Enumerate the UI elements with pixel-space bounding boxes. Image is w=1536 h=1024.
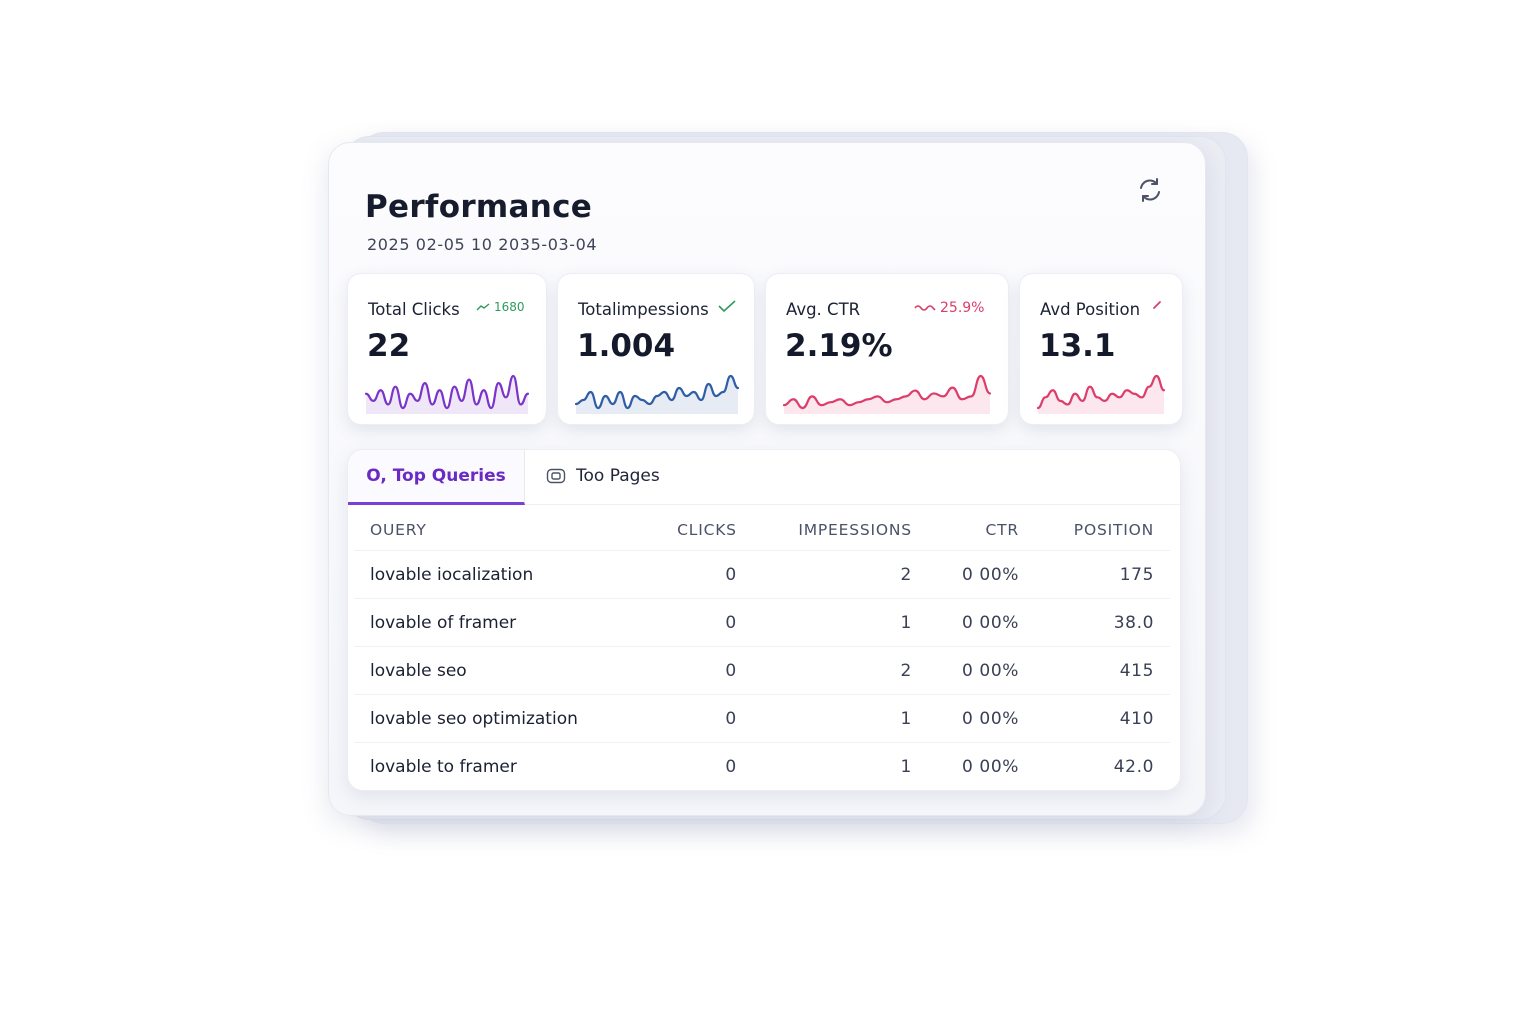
kpi-card-avg-ctr[interactable]: Avg. CTR 25.9% 2.19% — [765, 273, 1009, 425]
trend-up-icon — [476, 303, 490, 311]
sparkline-chart — [1036, 374, 1166, 414]
kpi-value: 2.19% — [785, 328, 893, 364]
tab-label: O, Top Queries — [366, 466, 506, 486]
kpi-label: Avd Position — [1040, 300, 1141, 319]
page-icon — [546, 468, 566, 484]
cell-impressions: 1 — [752, 694, 928, 743]
cell-position: 175 — [1035, 550, 1170, 599]
kpi-label: Total Clicks — [368, 300, 460, 319]
kpi-card-avg-position[interactable]: Avd Position 13.1 — [1019, 273, 1183, 425]
performance-card: Performance 2025 02-05 10 2035-03-04 Tot… — [328, 142, 1206, 816]
cell-ctr: 0 00% — [927, 598, 1035, 647]
kpi-trend-value: 1680 — [494, 300, 525, 314]
table-row[interactable]: lovable iocalization 0 2 0 00% 175 — [354, 550, 1170, 599]
column-header-clicks[interactable]: CLICKS — [677, 521, 737, 539]
cell-clicks: 0 — [642, 550, 753, 599]
date-range: 2025 02-05 10 2035-03-04 — [367, 235, 598, 254]
kpi-card-total-clicks[interactable]: Total Clicks 1680 22 — [347, 273, 547, 425]
cell-query: lovable to framer — [354, 742, 643, 790]
kpi-value: 13.1 — [1039, 328, 1116, 364]
kpi-trend: 1680 — [476, 300, 525, 314]
cell-impressions: 2 — [752, 646, 928, 695]
tab-label: Too Pages — [576, 466, 660, 486]
kpi-label: Totalimpessions — [578, 300, 709, 319]
cell-ctr: 0 00% — [927, 550, 1035, 599]
refresh-icon — [1140, 178, 1160, 202]
tab-top-queries[interactable]: O, Top Queries — [348, 450, 525, 505]
sparkline-chart — [782, 374, 992, 414]
sparkline-line — [364, 374, 530, 410]
sparkline-line — [574, 374, 740, 410]
kpi-trend — [1152, 300, 1162, 310]
kpi-trend: 25.9% — [914, 300, 984, 316]
queries-table: OUERY CLICKS IMPEESSIONS CTR POSITION lo… — [354, 510, 1170, 790]
cell-position: 410 — [1035, 694, 1170, 743]
column-header-ctr[interactable]: CTR — [985, 521, 1019, 539]
cell-query: lovable seo optimization — [354, 694, 643, 743]
tab-top-pages[interactable]: Too Pages — [546, 450, 660, 502]
check-icon — [718, 300, 736, 312]
sparkline-chart — [364, 374, 530, 414]
kpi-card-total-impressions[interactable]: Totalimpessions 1.004 — [557, 273, 755, 425]
column-header-impressions[interactable]: IMPEESSIONS — [798, 521, 912, 539]
cell-position: 38.0 — [1035, 598, 1170, 647]
kpi-row: Total Clicks 1680 22 Totalimpessions 1.0… — [347, 273, 1185, 433]
table-header-row: OUERY CLICKS IMPEESSIONS CTR POSITION — [354, 510, 1170, 551]
kpi-trend-value: 25.9% — [940, 300, 985, 316]
trend-tick-icon — [1153, 301, 1161, 309]
queries-panel: O, Top Queries Too Pages OUERY CLICKS IM… — [347, 449, 1181, 791]
tab-bar: O, Top Queries Too Pages — [348, 450, 1180, 505]
table-row[interactable]: lovable seo 0 2 0 00% 415 — [354, 646, 1170, 695]
refresh-button[interactable] — [1135, 175, 1165, 205]
trend-wave-icon — [914, 305, 936, 311]
table-row[interactable]: lovable seo optimization 0 1 0 00% 410 — [354, 694, 1170, 743]
cell-clicks: 0 — [642, 694, 753, 743]
cell-ctr: 0 00% — [927, 694, 1035, 743]
cell-impressions: 1 — [752, 598, 928, 647]
kpi-trend — [718, 300, 736, 312]
kpi-label: Avg. CTR — [786, 300, 861, 319]
cell-impressions: 1 — [752, 742, 928, 790]
page-title: Performance — [365, 189, 593, 225]
sparkline-line — [1036, 374, 1166, 410]
sparkline-chart — [574, 374, 740, 414]
column-header-query[interactable]: OUERY — [370, 521, 427, 539]
sparkline-area — [576, 376, 738, 414]
kpi-value: 22 — [367, 328, 411, 364]
table-row[interactable]: lovable to framer 0 1 0 00% 42.0 — [354, 742, 1170, 790]
cell-query: lovable iocalization — [354, 550, 643, 599]
cell-query: lovable seo — [354, 646, 643, 695]
cell-clicks: 0 — [642, 598, 753, 647]
cell-ctr: 0 00% — [927, 646, 1035, 695]
cell-ctr: 0 00% — [927, 742, 1035, 790]
column-header-position[interactable]: POSITION — [1073, 521, 1154, 539]
kpi-value: 1.004 — [577, 328, 676, 364]
cell-position: 415 — [1035, 646, 1170, 695]
sparkline-area — [784, 376, 990, 414]
cell-clicks: 0 — [642, 646, 753, 695]
sparkline-line — [782, 374, 992, 410]
cell-impressions: 2 — [752, 550, 928, 599]
cell-query: lovable of framer — [354, 598, 643, 647]
cell-position: 42.0 — [1035, 742, 1170, 790]
cell-clicks: 0 — [642, 742, 753, 790]
table-row[interactable]: lovable of framer 0 1 0 00% 38.0 — [354, 598, 1170, 647]
